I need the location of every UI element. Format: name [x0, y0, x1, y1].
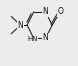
Text: O: O [57, 7, 63, 16]
Text: N: N [43, 7, 48, 16]
Text: N: N [43, 33, 48, 42]
Text: N: N [18, 21, 23, 30]
Text: HN: HN [27, 36, 38, 42]
